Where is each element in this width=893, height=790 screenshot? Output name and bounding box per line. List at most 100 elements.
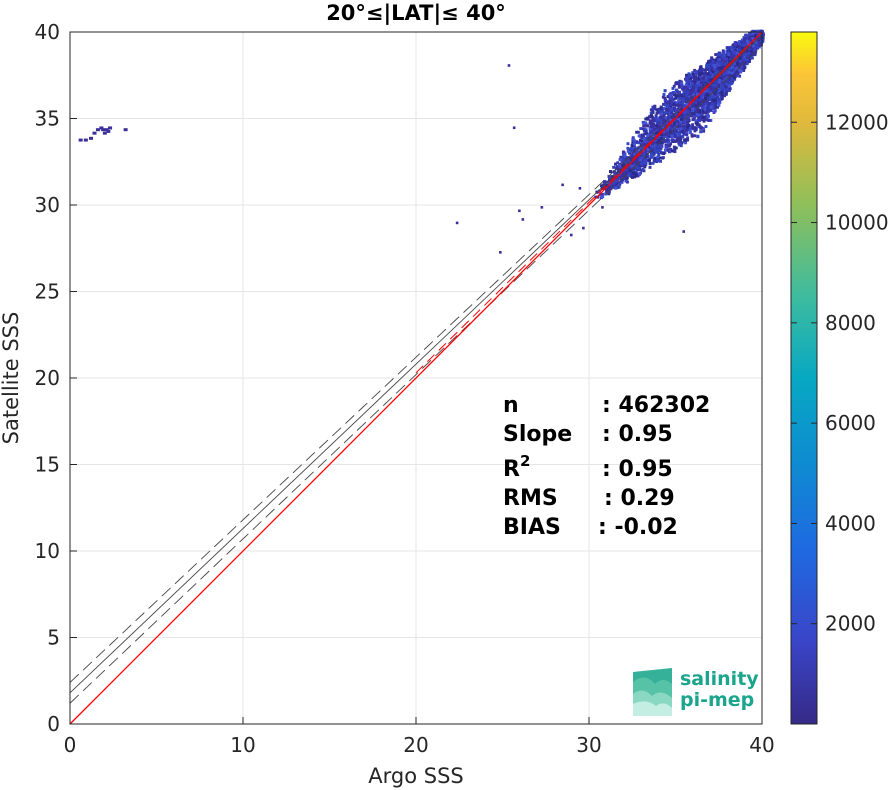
density-cell bbox=[678, 96, 682, 100]
density-cell bbox=[705, 112, 709, 116]
density-cell bbox=[655, 122, 659, 126]
density-cell bbox=[697, 77, 701, 81]
density-cell bbox=[722, 94, 726, 98]
density-cell bbox=[651, 161, 655, 165]
density-cell bbox=[717, 62, 721, 65]
density-cell bbox=[672, 145, 676, 149]
density-cell bbox=[633, 167, 637, 171]
density-cell bbox=[664, 108, 668, 112]
density-cell bbox=[660, 144, 664, 148]
density-cell bbox=[701, 105, 705, 109]
density-cell bbox=[661, 118, 665, 122]
density-cell bbox=[630, 164, 634, 168]
density-cell bbox=[626, 149, 630, 153]
density-cell bbox=[684, 85, 688, 89]
density-cell bbox=[731, 78, 735, 82]
density-cell bbox=[720, 53, 724, 57]
density-cell bbox=[715, 79, 719, 83]
density-cell bbox=[696, 84, 700, 88]
density-cell bbox=[661, 156, 665, 160]
density-cell bbox=[717, 99, 721, 103]
density-cell bbox=[685, 73, 689, 77]
density-cell bbox=[686, 75, 690, 79]
density-cell bbox=[620, 174, 624, 178]
density-cell bbox=[678, 106, 682, 110]
density-cell bbox=[644, 117, 648, 121]
density-cell bbox=[743, 36, 747, 40]
density-cell bbox=[694, 90, 698, 94]
density-cell bbox=[688, 89, 692, 93]
density-cell bbox=[634, 167, 638, 171]
density-cell bbox=[677, 85, 681, 89]
density-cell bbox=[608, 170, 612, 173]
density-cell bbox=[736, 41, 740, 45]
density-cell bbox=[644, 163, 648, 167]
density-cell bbox=[686, 84, 690, 88]
density-cell bbox=[614, 186, 618, 190]
density-cell bbox=[711, 96, 715, 100]
density-cell bbox=[678, 136, 682, 140]
density-cell bbox=[720, 97, 724, 101]
density-cell bbox=[666, 148, 670, 152]
density-cell bbox=[686, 108, 690, 112]
density-cell bbox=[691, 88, 695, 92]
density-cell bbox=[641, 164, 645, 168]
density-cell bbox=[674, 146, 678, 150]
density-cell bbox=[612, 181, 616, 185]
density-cell bbox=[702, 129, 706, 133]
density-cell bbox=[602, 180, 606, 184]
density-cell bbox=[745, 62, 749, 66]
density-cell bbox=[691, 71, 695, 75]
density-cell bbox=[730, 76, 734, 80]
density-cell bbox=[712, 104, 716, 108]
density-cell bbox=[672, 84, 676, 88]
density-cell bbox=[637, 161, 641, 165]
density-cell bbox=[693, 109, 697, 113]
density-cell bbox=[684, 100, 688, 104]
density-cell bbox=[705, 117, 708, 121]
density-cell bbox=[716, 70, 720, 74]
density-cell bbox=[714, 58, 718, 62]
density-cell bbox=[655, 111, 659, 115]
density-cell bbox=[682, 132, 686, 136]
density-cell bbox=[707, 96, 711, 100]
density-cell bbox=[644, 128, 648, 132]
density-cell bbox=[695, 76, 699, 80]
density-cell bbox=[723, 54, 727, 57]
density-cell bbox=[754, 35, 758, 39]
density-cell bbox=[670, 138, 674, 142]
density-cell bbox=[613, 180, 617, 184]
density-cell bbox=[706, 101, 710, 105]
density-cell bbox=[621, 172, 625, 176]
density-cell bbox=[621, 164, 625, 168]
density-cell bbox=[638, 139, 642, 142]
density-cell bbox=[631, 136, 635, 140]
density-cell bbox=[659, 141, 663, 144]
density-cell bbox=[711, 60, 715, 64]
density-cell bbox=[702, 72, 706, 76]
density-cell bbox=[652, 149, 656, 153]
density-cell bbox=[732, 52, 735, 56]
density-cell bbox=[600, 184, 603, 188]
density-cell bbox=[693, 73, 697, 77]
density-cell bbox=[605, 184, 609, 188]
density-cell bbox=[645, 152, 649, 156]
density-cell bbox=[732, 76, 736, 79]
density-cell bbox=[702, 119, 706, 123]
density-cell bbox=[720, 93, 724, 96]
density-cell bbox=[716, 77, 720, 81]
density-cell bbox=[706, 115, 710, 119]
density-cell bbox=[699, 89, 703, 93]
density-cell bbox=[727, 56, 731, 60]
density-cell bbox=[722, 67, 726, 70]
density-cell bbox=[650, 136, 654, 140]
density-cell bbox=[656, 159, 660, 162]
density-cell bbox=[761, 33, 765, 37]
density-cell bbox=[642, 154, 646, 158]
density-cell bbox=[678, 93, 681, 97]
density-cell bbox=[641, 162, 645, 166]
density-cell bbox=[750, 41, 754, 45]
density-cell bbox=[740, 40, 744, 44]
density-cell bbox=[700, 67, 704, 71]
